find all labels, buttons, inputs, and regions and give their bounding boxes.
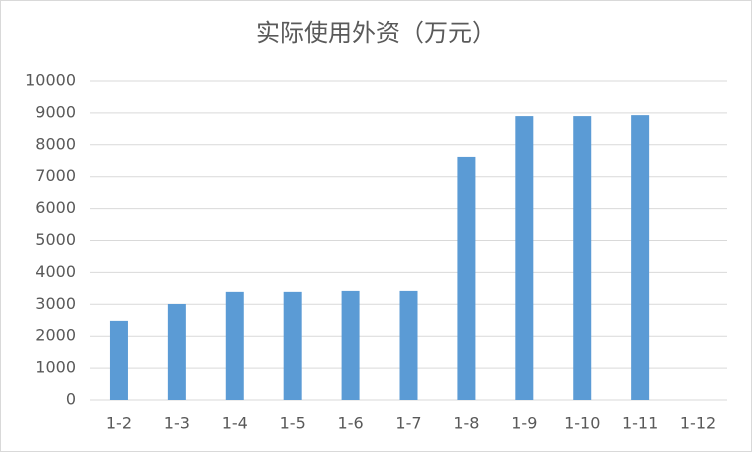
x-tick-label: 1-11 [622, 414, 658, 433]
bar [167, 303, 186, 400]
y-tick-label: 0 [66, 390, 76, 409]
x-tick-label: 1-9 [511, 414, 537, 433]
y-tick-label: 6000 [35, 198, 76, 217]
x-tick-label: 1-10 [564, 414, 600, 433]
y-tick-label: 7000 [35, 166, 76, 185]
x-tick-label: 1-7 [395, 414, 421, 433]
x-tick-label: 1-12 [680, 414, 716, 433]
y-tick-label: 1000 [35, 358, 76, 377]
bar [515, 116, 534, 400]
x-tick-label: 1-2 [106, 414, 132, 433]
bar [109, 320, 128, 400]
y-tick-label: 10000 [25, 71, 76, 90]
y-tick-label: 3000 [35, 294, 76, 313]
bar [283, 291, 302, 400]
x-tick-label: 1-5 [280, 414, 306, 433]
chart-title: 实际使用外资（万元） [256, 19, 496, 47]
bar [631, 115, 650, 401]
x-tick-label: 1-8 [453, 414, 479, 433]
y-tick-label: 9000 [35, 102, 76, 121]
bar [341, 290, 360, 400]
x-tick-label: 1-3 [164, 414, 190, 433]
y-tick-label: 8000 [35, 134, 76, 153]
y-tick-label: 4000 [35, 262, 76, 281]
x-tick-label: 1-4 [222, 414, 248, 433]
y-tick-label: 2000 [35, 326, 76, 345]
bar [573, 116, 592, 400]
bar [457, 156, 476, 400]
bar [399, 290, 418, 400]
x-tick-label: 1-6 [338, 414, 364, 433]
bar [225, 291, 244, 400]
y-tick-label: 5000 [35, 230, 76, 249]
